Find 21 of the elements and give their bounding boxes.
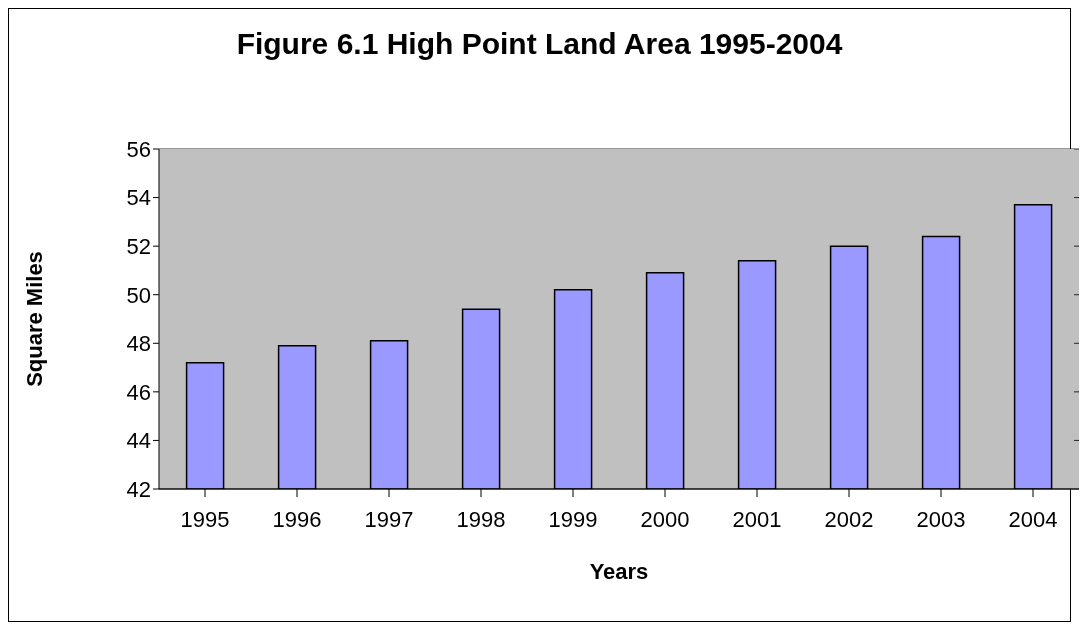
y-tick-label: 56 [126,136,151,162]
x-tick-label: 2002 [824,506,874,532]
y-tick-label: 50 [126,282,151,308]
x-tick-label: 1996 [272,506,322,532]
x-tick-label: 2001 [732,506,782,532]
y-tick-label: 46 [126,379,151,405]
x-tick-label: 1998 [456,506,506,532]
x-tick-label: 1999 [548,506,598,532]
x-tick-label: 1997 [364,506,414,532]
chart-title: Figure 6.1 High Point Land Area 1995-2004 [235,27,844,61]
x-tick-label: 2004 [1008,506,1058,532]
y-axis-title: Square Miles [21,251,47,387]
y-tick-label: 52 [126,233,151,259]
x-axis-title: Years [589,559,649,584]
y-tick-label: 48 [126,331,151,357]
y-tick-label: 44 [126,428,151,454]
y-tick-label: 42 [126,476,151,502]
y-tick-label: 54 [126,185,151,211]
x-tick-label: 1995 [180,506,230,532]
x-tick-label: 2000 [640,506,690,532]
x-tick-label: 2003 [916,506,966,532]
